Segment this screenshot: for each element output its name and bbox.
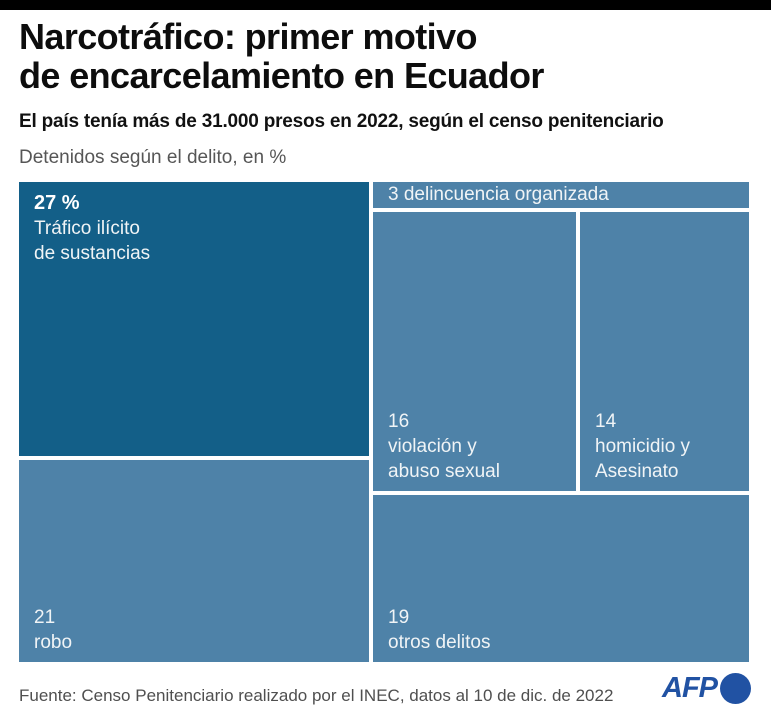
cell-label: robo bbox=[34, 632, 73, 653]
cell-value: 3 bbox=[388, 184, 399, 205]
cell-text-block: 21 robo bbox=[34, 605, 72, 655]
treemap-cell-robo: 21 robo bbox=[19, 460, 369, 662]
treemap-cell-homicidio-asesinato: 14 homicidio y Asesinato bbox=[580, 212, 749, 491]
top-accent-bar bbox=[0, 0, 771, 10]
cell-value: 14 bbox=[595, 411, 617, 432]
treemap-cell-delincuencia-organizada: 3 delincuencia organizada bbox=[373, 182, 749, 208]
cell-label: otros delitos bbox=[388, 632, 491, 653]
treemap-cell-trafico-ilicito: 27 % Tráfico ilícito de sustancias bbox=[19, 182, 369, 456]
afp-logo: AFP bbox=[662, 673, 751, 704]
afp-logo-text: AFP bbox=[662, 672, 718, 704]
cell-label: homicidio y Asesinato bbox=[595, 436, 691, 482]
treemap-cell-violacion-abuso-sexual: 16 violación y abuso sexual bbox=[373, 212, 576, 491]
cell-value: 21 bbox=[34, 607, 56, 628]
chart-caption: Detenidos según el delito, en % bbox=[19, 147, 287, 168]
cell-label: delincuencia organizada bbox=[403, 184, 609, 205]
treemap-chart: 27 % Tráfico ilícito de sustancias 3 del… bbox=[19, 182, 749, 662]
cell-text-block: 27 % Tráfico ilícito de sustancias bbox=[19, 182, 369, 275]
cell-label: violación y abuso sexual bbox=[388, 436, 500, 482]
afp-circle-icon bbox=[720, 673, 751, 704]
cell-value: 19 bbox=[388, 607, 410, 628]
cell-value: 16 bbox=[388, 411, 410, 432]
cell-text-block: 14 homicidio y Asesinato bbox=[595, 409, 690, 484]
cell-label: Tráfico ilícito de sustancias bbox=[34, 218, 151, 264]
cell-value: 27 % bbox=[34, 192, 80, 214]
treemap-cell-otros-delitos: 19 otros delitos bbox=[373, 495, 749, 662]
cell-text-block: 3 delincuencia organizada bbox=[373, 182, 749, 208]
page-title: Narcotráfico: primer motivo de encarcela… bbox=[19, 16, 544, 96]
source-credit: Fuente: Censo Penitenciario realizado po… bbox=[19, 686, 614, 705]
page-subtitle: El país tenía más de 31.000 presos en 20… bbox=[19, 111, 664, 132]
cell-text-block: 16 violación y abuso sexual bbox=[388, 409, 500, 484]
cell-text-block: 19 otros delitos bbox=[388, 605, 490, 655]
